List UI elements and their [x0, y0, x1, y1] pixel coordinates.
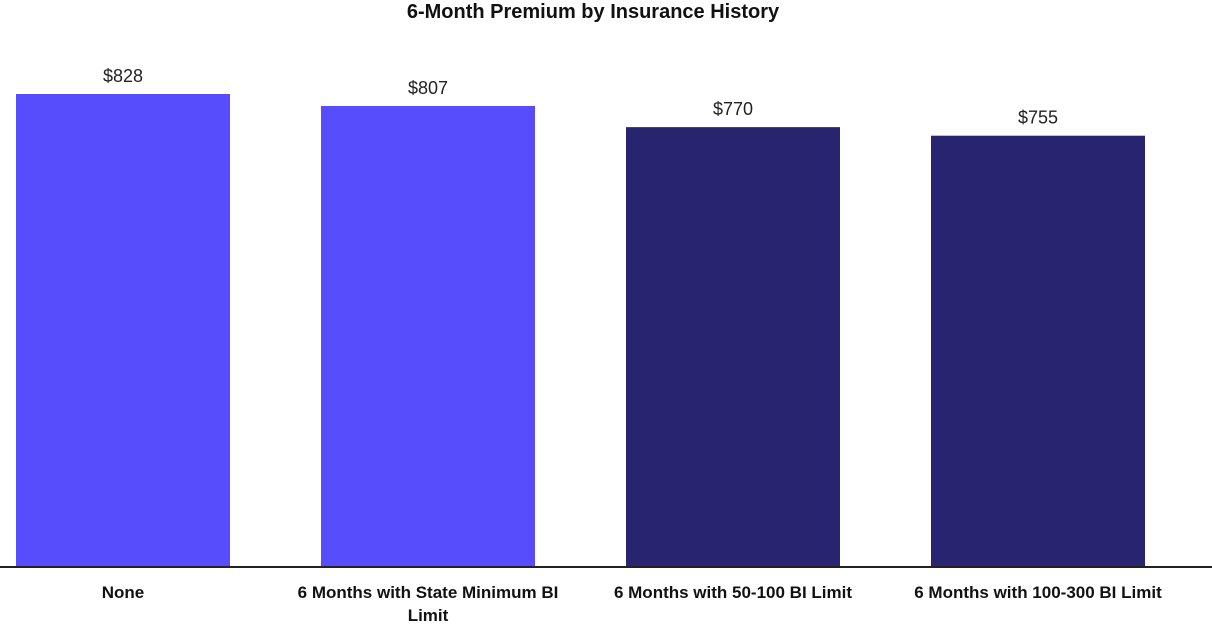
value-label-6-months-with-50-100-bi-limit: $770: [713, 99, 753, 119]
value-label-6-months-with-state-minimum-bi-limit: $807: [408, 78, 448, 98]
category-label-6-months-with-50-100-bi-limit: 6 Months with 50-100 BI Limit: [614, 583, 852, 602]
category-label-6-months-with-state-minimum-bi-limit: 6 Months with State Minimum BI Limit: [298, 583, 559, 625]
bar-6-months-with-50-100-bi-limit: [626, 127, 840, 568]
category-labels-group: None 6 Months with State Minimum BI Limit 6…: [102, 583, 1162, 625]
value-labels-group: $828 $807 $770 $755: [103, 66, 1058, 128]
bars-group: [16, 94, 1145, 568]
category-label-none: None: [102, 583, 145, 602]
category-label-6-months-with-100-300-bi-limit: 6 Months with 100-300 BI Limit: [914, 583, 1162, 602]
bar-none: [16, 94, 230, 567]
value-label-none: $828: [103, 66, 143, 86]
value-label-6-months-with-100-300-bi-limit: $755: [1018, 108, 1058, 128]
bar-6-months-with-100-300-bi-limit: [931, 135, 1145, 567]
bar-6-months-with-state-minimum-bi-limit: [321, 105, 535, 568]
chart-title: 6-Month Premium by Insurance History: [407, 1, 780, 23]
